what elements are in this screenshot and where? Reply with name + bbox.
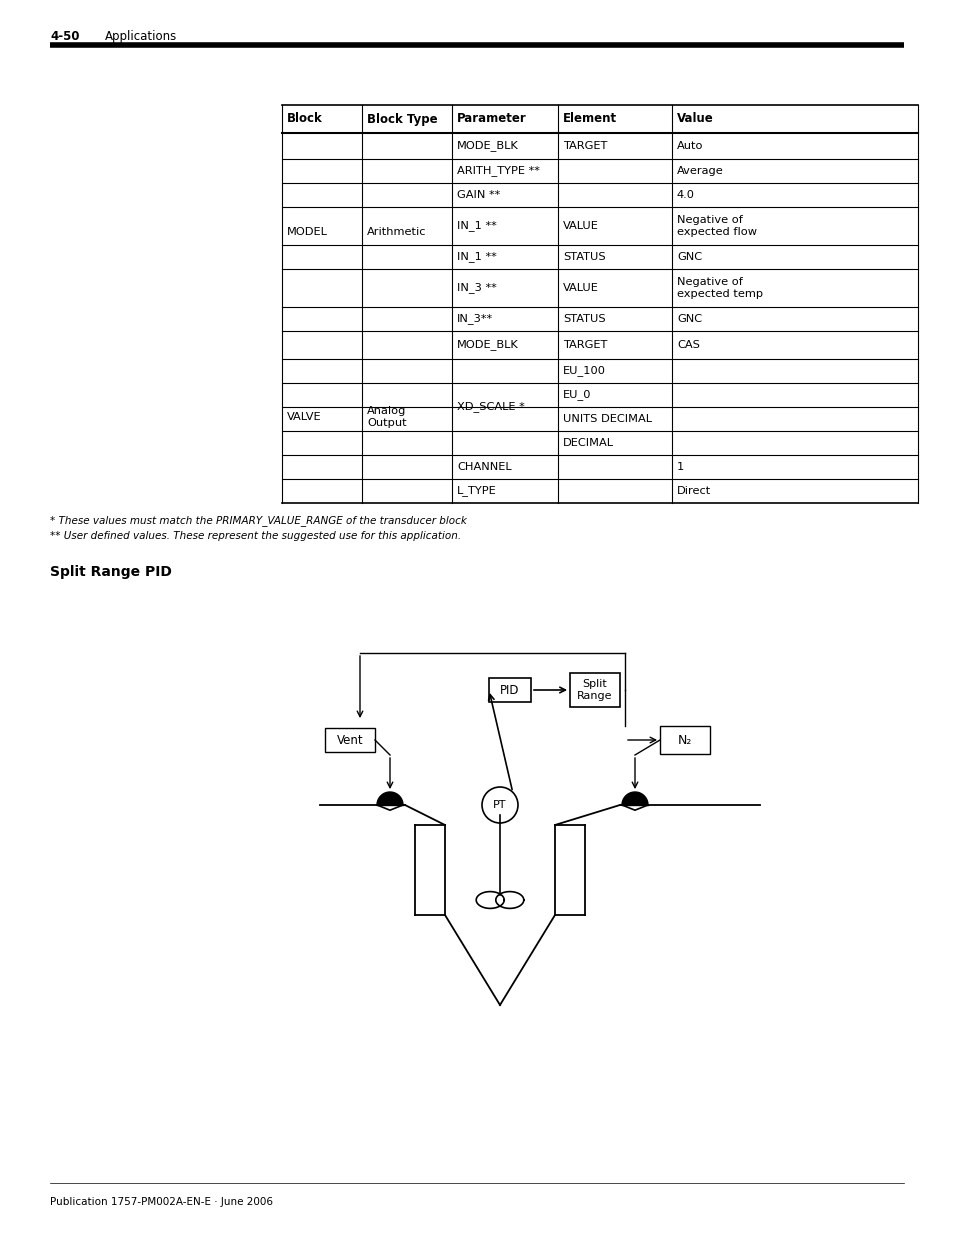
Text: Negative of
expected flow: Negative of expected flow — [677, 215, 757, 237]
Text: Average: Average — [677, 165, 723, 177]
Text: Auto: Auto — [677, 141, 702, 151]
Text: TARGET: TARGET — [562, 141, 607, 151]
Text: Block: Block — [287, 112, 322, 126]
Text: Arithmetic: Arithmetic — [367, 227, 426, 237]
Text: ** User defined values. These represent the suggested use for this application.: ** User defined values. These represent … — [50, 531, 460, 541]
Text: DECIMAL: DECIMAL — [562, 438, 614, 448]
Text: IN_1 **: IN_1 ** — [456, 252, 497, 263]
Text: N₂: N₂ — [677, 734, 692, 746]
Text: CHANNEL: CHANNEL — [456, 462, 511, 472]
Text: IN_1 **: IN_1 ** — [456, 221, 497, 231]
Text: Block Type: Block Type — [367, 112, 437, 126]
Text: 4.0: 4.0 — [677, 190, 695, 200]
Text: Analog
Output: Analog Output — [367, 406, 406, 427]
Text: TARGET: TARGET — [562, 340, 607, 350]
Text: Direct: Direct — [677, 487, 711, 496]
Text: 1: 1 — [677, 462, 683, 472]
Text: Publication 1757-PM002A-EN-E · June 2006: Publication 1757-PM002A-EN-E · June 2006 — [50, 1197, 273, 1207]
Text: Applications: Applications — [105, 30, 177, 43]
Text: GNC: GNC — [677, 314, 701, 324]
Text: Split
Range: Split Range — [577, 679, 612, 700]
Text: Element: Element — [562, 112, 617, 126]
Text: VALUE: VALUE — [562, 283, 598, 293]
Text: IN_3**: IN_3** — [456, 314, 493, 325]
Text: XD_SCALE *: XD_SCALE * — [456, 401, 524, 412]
Text: Split Range PID: Split Range PID — [50, 564, 172, 579]
Text: MODE_BLK: MODE_BLK — [456, 340, 518, 351]
Text: STATUS: STATUS — [562, 252, 605, 262]
Text: CAS: CAS — [677, 340, 700, 350]
Text: Negative of
expected temp: Negative of expected temp — [677, 277, 762, 299]
Text: GNC: GNC — [677, 252, 701, 262]
Polygon shape — [621, 792, 647, 805]
Text: Vent: Vent — [336, 734, 363, 746]
Text: * These values must match the PRIMARY_VALUE_RANGE of the transducer block: * These values must match the PRIMARY_VA… — [50, 515, 466, 526]
Text: VALVE: VALVE — [287, 412, 321, 422]
Text: GAIN **: GAIN ** — [456, 190, 499, 200]
Text: EU_100: EU_100 — [562, 366, 605, 377]
Text: L_TYPE: L_TYPE — [456, 485, 497, 496]
Text: Value: Value — [677, 112, 713, 126]
Text: MODEL: MODEL — [287, 227, 328, 237]
Text: STATUS: STATUS — [562, 314, 605, 324]
Text: IN_3 **: IN_3 ** — [456, 283, 497, 294]
Text: 4-50: 4-50 — [50, 30, 79, 43]
Text: EU_0: EU_0 — [562, 389, 591, 400]
Text: UNITS DECIMAL: UNITS DECIMAL — [562, 414, 651, 424]
Text: PT: PT — [493, 800, 506, 810]
Text: Parameter: Parameter — [456, 112, 526, 126]
Text: MODE_BLK: MODE_BLK — [456, 141, 518, 152]
Text: ARITH_TYPE **: ARITH_TYPE ** — [456, 165, 539, 177]
Polygon shape — [376, 792, 402, 805]
Text: PID: PID — [499, 683, 519, 697]
Text: VALUE: VALUE — [562, 221, 598, 231]
